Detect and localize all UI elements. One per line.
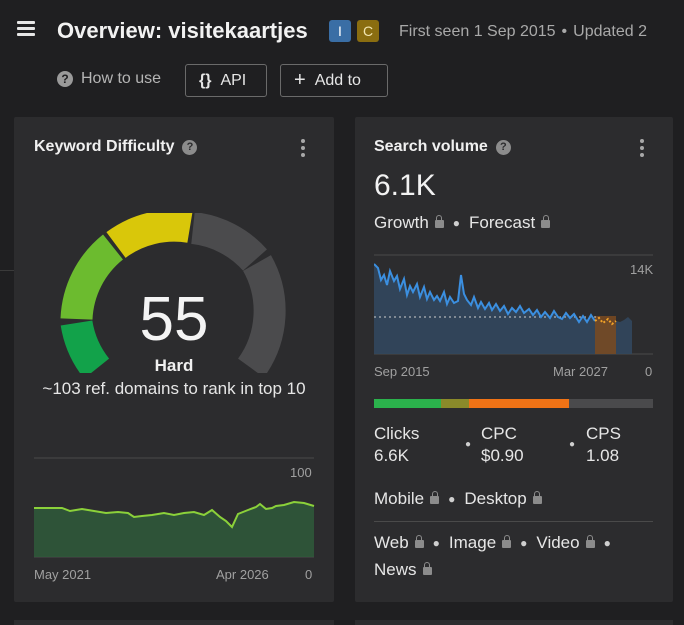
cps-value: 1.08	[586, 446, 620, 465]
page-title: Overview: visitekaartjes	[57, 18, 308, 43]
clicks-metric: Clicks 6.6K	[374, 423, 419, 467]
help-icon[interactable]: ?	[495, 139, 511, 155]
cps-metric: CPS 1.08	[586, 423, 621, 467]
api-button-label: API	[220, 71, 247, 89]
click-share-segment-3	[468, 399, 570, 408]
serp-type-row: Web ● Image ● Video ●	[374, 533, 611, 552]
how-to-use-label: How to use	[81, 70, 162, 87]
video-label[interactable]: Video	[536, 533, 580, 552]
kd-history-area	[34, 502, 314, 557]
sv-axis-max: 14K	[630, 262, 654, 277]
growth-forecast-row: Growth ● Forecast	[374, 213, 551, 233]
forecast-label[interactable]: Forecast	[469, 213, 536, 232]
divider	[374, 521, 653, 522]
code-braces-icon: {}	[199, 71, 212, 89]
api-button[interactable]: {} API	[185, 64, 267, 97]
keyword-difficulty-card: Keyword Difficulty ? 55 Hard ~103 ref. d…	[14, 117, 334, 602]
kd-history-chart	[34, 457, 315, 558]
news-label[interactable]: News	[374, 560, 417, 579]
intent-badge-commercial: C	[357, 20, 379, 42]
kd-axis-min: 0	[305, 567, 313, 582]
lock-icon	[541, 215, 551, 228]
clicks-value: 6.6K	[374, 446, 409, 465]
lock-icon	[532, 491, 542, 504]
lock-icon	[434, 215, 444, 228]
lock-icon	[422, 562, 432, 575]
first-seen-text: First seen 1 Sep 2015	[399, 23, 556, 40]
how-to-use-link[interactable]: ? How to use	[57, 70, 161, 88]
growth-label[interactable]: Growth	[374, 213, 429, 232]
cps-label: CPS	[586, 424, 621, 443]
lock-icon	[430, 491, 440, 504]
kd-score: 55	[139, 285, 209, 354]
click-share-segment-2	[440, 399, 469, 408]
device-row: Mobile ● Desktop	[374, 489, 542, 509]
sv-axis-end: Mar 2027	[553, 364, 608, 379]
mobile-label[interactable]: Mobile	[374, 489, 425, 508]
next-card-edge	[355, 620, 673, 625]
search-volume-card: Search volume ? 6.1K Growth ● Forecast 1…	[355, 117, 673, 602]
web-label[interactable]: Web	[374, 533, 409, 552]
search-volume-value: 6.1K	[374, 169, 436, 202]
keyword-meta: First seen 1 Sep 2015 • Updated 2	[399, 23, 647, 40]
desktop-label[interactable]: Desktop	[464, 489, 527, 508]
image-label[interactable]: Image	[448, 533, 497, 552]
kd-level: Hard	[154, 356, 194, 375]
kd-card-title: Keyword Difficulty ?	[34, 138, 198, 156]
kd-history-line	[34, 500, 315, 529]
search-volume-chart	[374, 254, 653, 355]
gauge-segment-green	[60, 319, 110, 373]
help-icon[interactable]: ?	[182, 139, 198, 155]
next-card-edge	[14, 620, 334, 625]
more-options-icon[interactable]	[640, 139, 644, 160]
click-share-segment-4	[569, 399, 653, 408]
top-bar: Overview: visitekaartjes I C First seen …	[0, 0, 684, 62]
sv-title-text: Search volume	[374, 138, 488, 155]
gauge-segment-gray-2	[237, 255, 286, 373]
gauge-segment-yellow	[106, 213, 193, 259]
sv-history-line	[374, 263, 596, 324]
clicks-label: Clicks	[374, 424, 420, 443]
updated-text: Updated 2	[573, 23, 647, 40]
hamburger-menu-icon[interactable]	[17, 21, 35, 37]
serp-type-row-2: News	[374, 560, 432, 580]
cpc-value: $0.90	[481, 446, 524, 465]
plus-icon: +	[294, 69, 306, 91]
add-to-button[interactable]: + Add to	[280, 64, 388, 97]
cpc-metric: CPC $0.90	[481, 423, 524, 467]
sv-axis-start: Sep 2015	[374, 364, 430, 379]
gauge-segment-lime	[60, 234, 124, 321]
divider	[0, 270, 14, 271]
kd-note: ~103 ref. domains to rank in top 10	[42, 379, 306, 398]
sv-card-title: Search volume ?	[374, 138, 511, 156]
lock-icon	[414, 535, 424, 548]
gauge-segment-gray-1	[190, 213, 267, 272]
kd-gauge	[60, 213, 286, 373]
sv-forecast-line	[594, 316, 617, 326]
click-share-bar	[374, 399, 653, 408]
sv-axis-min: 0	[645, 364, 653, 379]
cpc-label: CPC	[481, 424, 517, 443]
kd-title-text: Keyword Difficulty	[34, 138, 175, 155]
lock-icon	[585, 535, 595, 548]
click-share-segment-1	[374, 399, 441, 408]
kd-axis-max: 100	[290, 465, 312, 480]
lock-icon	[502, 535, 512, 548]
kd-axis-end: Apr 2026	[216, 567, 269, 582]
help-icon: ?	[57, 71, 73, 87]
sv-history-area	[374, 264, 632, 354]
more-options-icon[interactable]	[301, 139, 305, 160]
kd-axis-start: May 2021	[34, 567, 92, 582]
forecast-area	[595, 316, 616, 354]
intent-badge-informational: I	[329, 20, 351, 42]
add-to-button-label: Add to	[314, 71, 361, 89]
